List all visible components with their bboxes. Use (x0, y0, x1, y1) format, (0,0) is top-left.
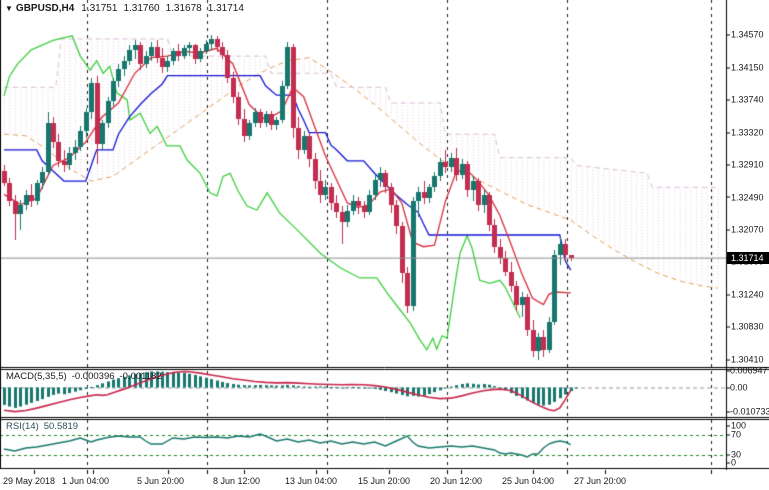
rsi-title: RSI(14) (6, 421, 39, 432)
macd-indicator-label: MACD(5,35,5) -0.000396 -0.001182 (6, 371, 167, 382)
ohlc-close: 1.31714 (207, 3, 244, 14)
price-axis-label: 1.30830 (731, 321, 764, 332)
price-axis-label: 1.31240 (731, 289, 764, 300)
time-axis-label: 15 Jun 20:00 (358, 476, 411, 486)
current-price-chip: 1.31714 (727, 252, 769, 265)
ohlc-high: 1.31760 (123, 3, 160, 14)
price-axis-label: 1.32070 (731, 224, 764, 235)
time-axis-label: 29 May 2018 (3, 476, 56, 486)
price-axis-label: 1.33740 (731, 94, 764, 105)
time-axis-label: 5 Jun 20:00 (137, 476, 185, 486)
price-axis-label: 1.34150 (731, 62, 764, 73)
macd-signal-value: -0.001182 (119, 371, 162, 382)
price-axis-label: 1.33320 (731, 127, 764, 138)
current-price-value: 1.31714 (731, 253, 764, 264)
rsi-scale-label: 30 (731, 449, 742, 460)
price-axis-label: 1.30410 (731, 354, 764, 365)
ohlc-low: 1.31678 (165, 3, 202, 14)
price-axis-label: 1.32490 (731, 192, 764, 202)
time-axis-label: 13 Jun 04:00 (285, 476, 338, 486)
macd-scale-label: 0.006947 (730, 365, 768, 376)
time-axis-label: 8 Jun 12:00 (213, 476, 261, 486)
price-axis-label: 1.32910 (731, 159, 764, 170)
macd-main-value: -0.000396 (71, 371, 115, 382)
rsi-scale-label: 70 (731, 429, 742, 440)
price-axis-label: 1.34570 (731, 29, 764, 40)
chart-title: ▼ GBPUSD,H4 1.31751 1.31760 1.31678 1.31714 (5, 3, 250, 14)
time-axis-label: 1 Jun 04:00 (62, 476, 110, 486)
time-axis-label: 27 Jun 20:00 (574, 476, 627, 486)
rsi-scale-label: 100 (731, 420, 747, 431)
symbol-timeframe-label: GBPUSD,H4 (15, 3, 75, 14)
rsi-scale-label: 0 (731, 457, 737, 468)
time-axis-label: 25 Jun 04:00 (502, 476, 555, 486)
macd-scale-label: -0.010733 (730, 406, 769, 417)
symbol-dropdown-icon[interactable]: ▼ (5, 4, 13, 13)
time-axis-label: 20 Jun 12:00 (430, 476, 483, 486)
macd-scale-label: 0.00 (730, 382, 748, 392)
ohlc-open: 1.31751 (81, 3, 118, 14)
macd-title: MACD(5,35,5) (6, 371, 67, 382)
rsi-indicator-label: RSI(14) 50.5819 (6, 421, 83, 432)
rsi-value: 50.5819 (43, 421, 79, 432)
